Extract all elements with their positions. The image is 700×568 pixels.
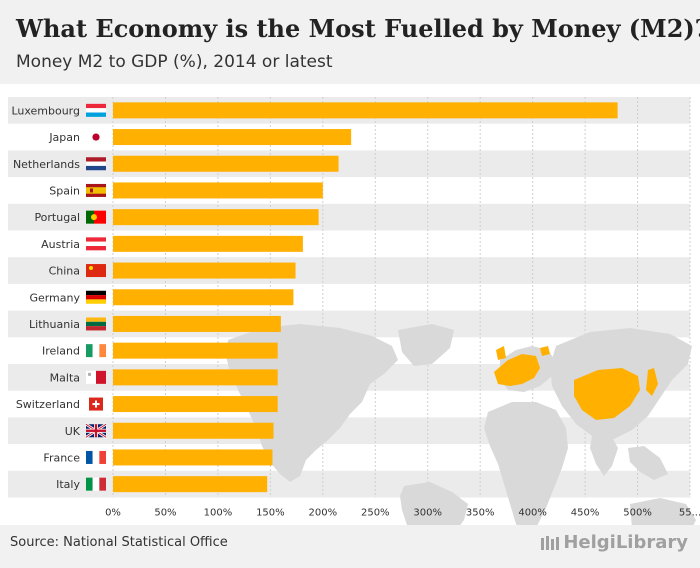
- bar: [113, 102, 618, 119]
- map-australia: [630, 498, 696, 525]
- bar: [113, 235, 303, 252]
- switzerland-flag: [89, 397, 103, 411]
- x-tick-label: 55...: [679, 508, 700, 519]
- ireland-flag: [86, 344, 106, 358]
- world-map: [226, 324, 696, 525]
- category-label: Japan: [48, 131, 80, 144]
- x-tick-label: 50%: [154, 508, 176, 519]
- category-label: Portugal: [34, 211, 80, 224]
- x-tick-label: 100%: [204, 508, 233, 519]
- x-tick-label: 300%: [413, 508, 442, 519]
- x-tick-label: 0%: [105, 508, 121, 519]
- row-band: [8, 203, 690, 231]
- bar: [113, 422, 274, 439]
- x-tick-label: 400%: [518, 508, 547, 519]
- x-tick-label: 250%: [361, 508, 390, 519]
- bar: [113, 342, 278, 359]
- germany-flag: [86, 290, 106, 304]
- map-southeast-asia: [628, 446, 668, 480]
- brand-name: HelgiLibrary: [563, 532, 688, 553]
- row-band: [8, 150, 690, 178]
- row-band: [8, 470, 690, 498]
- bars: [113, 102, 618, 493]
- malta-flag: [86, 370, 106, 384]
- bar: [113, 396, 278, 413]
- bar: [113, 449, 273, 466]
- bar: [113, 369, 278, 386]
- category-label: Germany: [29, 291, 80, 304]
- category-label: Italy: [56, 478, 80, 491]
- source-note: Source: National Statistical Office: [10, 535, 228, 550]
- map-south-america: [400, 482, 468, 525]
- map-india: [590, 434, 618, 476]
- category-label: Ireland: [42, 345, 80, 358]
- chart-subtitle: Money M2 to GDP (%), 2014 or latest: [16, 52, 333, 72]
- category-label: Malta: [50, 371, 80, 384]
- bar-chart: Luxembourg Japan Netherlands Spain Portugal A…: [8, 97, 700, 525]
- category-label: France: [43, 451, 80, 464]
- map-western-europe-highlight: [494, 354, 540, 386]
- chart-title: What Economy is the Most Fuelled by Mone…: [16, 14, 700, 43]
- bar: [113, 182, 323, 199]
- brand-logo: HelgiLibrary: [540, 532, 688, 553]
- italy-flag: [86, 477, 106, 491]
- header: What Economy is the Most Fuelled by Mone…: [0, 0, 700, 84]
- map-japan-highlight: [646, 368, 658, 396]
- x-tick-label: 350%: [466, 508, 495, 519]
- country-labels: Luxembourg Japan Netherlands Spain Portugal A…: [11, 104, 80, 491]
- row-bands: [8, 97, 690, 498]
- map-china-highlight: [574, 368, 640, 420]
- x-tick-label: 500%: [623, 508, 652, 519]
- row-band: [8, 257, 690, 284]
- bar: [113, 155, 339, 172]
- map-africa: [484, 402, 568, 525]
- map-greenland: [398, 324, 454, 366]
- map-north-america: [226, 324, 398, 482]
- japan-flag: [86, 130, 106, 144]
- footer: Source: National Statistical Office Helg…: [0, 525, 700, 568]
- bar: [113, 476, 268, 493]
- lithuania-flag: [86, 317, 106, 331]
- x-tick-label: 450%: [571, 508, 600, 519]
- spain-flag: [86, 183, 106, 197]
- bar: [113, 262, 296, 279]
- category-label: Switzerland: [16, 398, 80, 411]
- netherlands-flag: [86, 157, 106, 171]
- library-icon: [541, 535, 560, 550]
- bar: [113, 129, 352, 146]
- map-lithuania-highlight: [540, 346, 550, 356]
- x-tick-label: 150%: [256, 508, 285, 519]
- country-flags: [85, 103, 107, 491]
- category-label: UK: [65, 425, 81, 438]
- austria-flag: [86, 237, 106, 251]
- france-flag: [86, 450, 106, 464]
- luxembourg-flag: [86, 103, 106, 117]
- category-label: Netherlands: [13, 158, 80, 171]
- bar: [113, 289, 294, 306]
- bar: [113, 315, 281, 332]
- x-tick-label: 200%: [309, 508, 338, 519]
- category-label: China: [49, 265, 80, 278]
- china-flag: [86, 264, 106, 278]
- category-label: Austria: [41, 238, 80, 251]
- portugal-flag: [86, 210, 106, 224]
- category-label: Lithuania: [29, 318, 80, 331]
- category-label: Spain: [49, 184, 80, 197]
- uk-flag: [85, 423, 107, 439]
- map-uk-highlight: [496, 346, 506, 360]
- category-label: Luxembourg: [11, 104, 80, 117]
- x-axis-ticks: 0% 50% 100% 150% 200% 250% 300% 350% 400% 450% 500…: [105, 508, 700, 519]
- bar: [113, 209, 319, 226]
